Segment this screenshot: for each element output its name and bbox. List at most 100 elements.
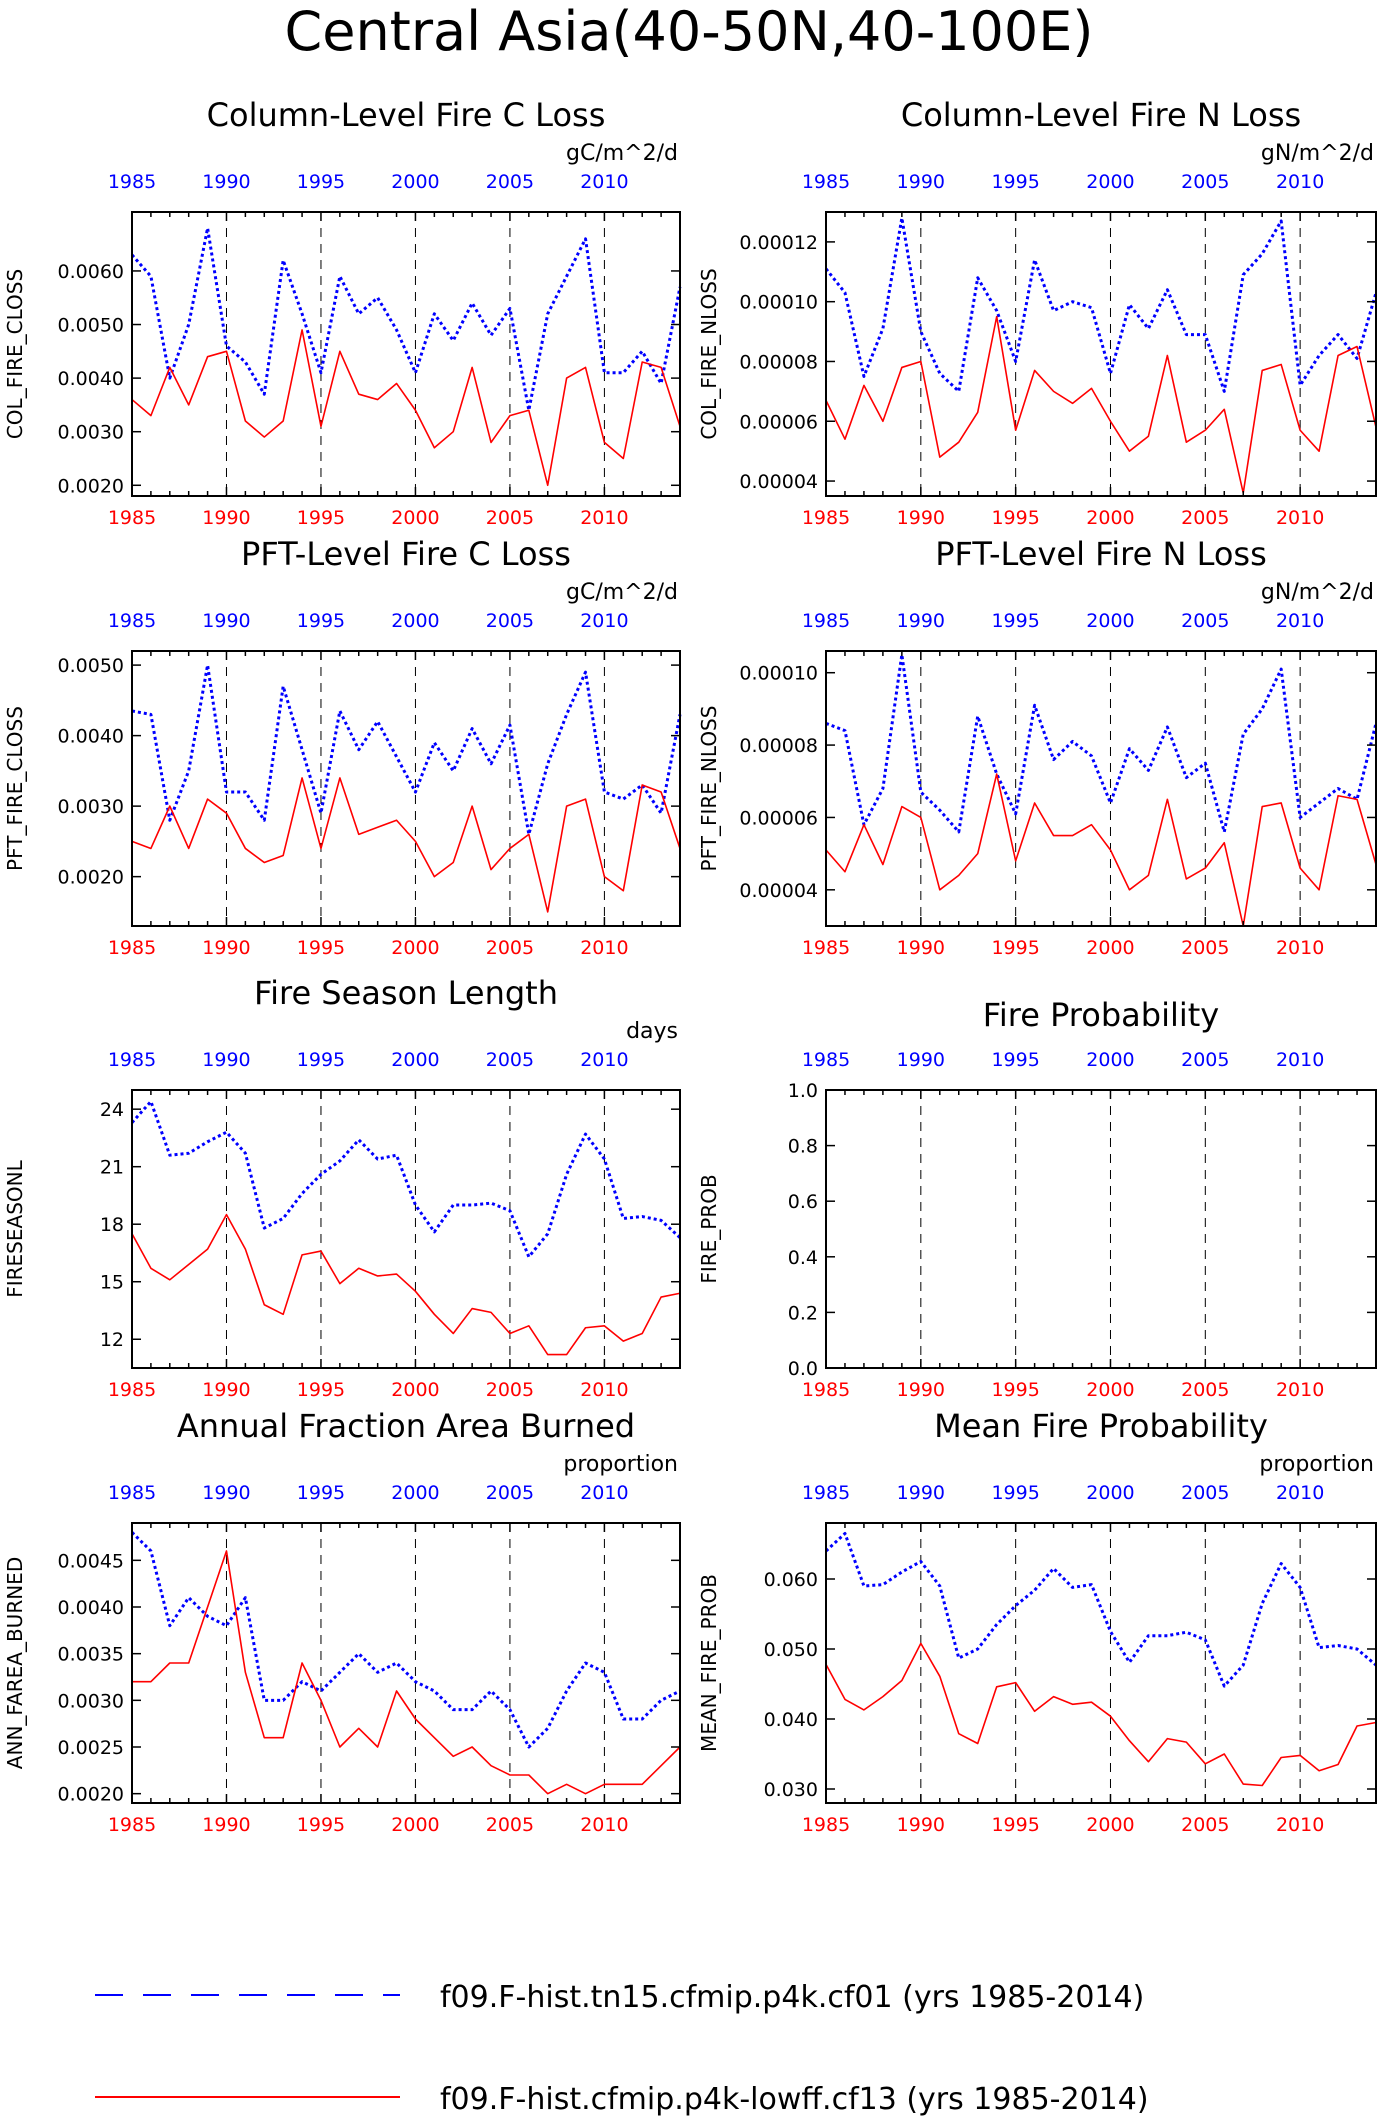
y-tick-label-0: 0.0020 [58,1784,124,1806]
x-tick-label-top-2005: 2005 [1181,1049,1229,1071]
y-tick-label-1: 15 [100,1272,124,1294]
y-tick-label-5: 0.0045 [58,1550,124,1572]
y-tick-label-1: 0.2 [788,1302,818,1324]
y-tick-label-1: 0.00006 [739,807,818,829]
x-tick-label-bottom-2000: 2000 [391,1379,439,1401]
x-tick-label-top-2010: 2010 [580,171,628,193]
case2-series-line [131,329,681,487]
x-tick-label-top-2005: 2005 [1181,1482,1229,1504]
y-tick-label-2: 0.050 [764,1639,818,1661]
x-tick-label-top-1995: 1995 [991,610,1039,632]
units-label: gC/m^2/d [566,141,678,166]
chart-panel-2: 1985 1985 1990 1990 1995 1995 2000 2000 2005 2005… [697,96,1378,529]
x-tick-label-top-2010: 2010 [580,1049,628,1071]
y-tick-label-0: 0.0020 [58,867,124,889]
x-tick-label-top-1990: 1990 [202,1482,250,1504]
y-tick-label-0: 0.0020 [58,475,124,497]
x-tick-label-top-2000: 2000 [1086,171,1134,193]
x-tick-label-bottom-2005: 2005 [486,937,534,959]
y-tick-label-1: 0.0030 [58,796,124,818]
x-tick-label-top-1990: 1990 [202,1049,250,1071]
x-tick-label-top-2005: 2005 [1181,610,1229,632]
x-tick-label-top-2010: 2010 [1276,610,1324,632]
case2-series-line [131,777,681,913]
x-tick-label-bottom-1995: 1995 [297,1379,345,1401]
x-tick-label-bottom-1990: 1990 [202,1814,250,1836]
chart-panel-6: 1985 1985 1990 1990 1995 1995 2000 2000 2005 2005… [697,996,1377,1401]
page-title: Central Asia(40-50N,40-100E) [285,0,1094,63]
x-tick-label-bottom-2005: 2005 [486,1379,534,1401]
units-label: gC/m^2/d [566,580,678,605]
case1-series-line [824,216,1378,393]
panels-group: 1985 1985 1990 1990 1995 1995 2000 2000 2005 2005… [3,96,1378,1836]
y-axis-label: FIRESEASONL [3,1159,27,1297]
x-tick-label-top-1995: 1995 [991,1049,1039,1071]
legend-label-case1: f09.F-hist.tn15.cfmip.p4k.cf01 (yrs 1985… [440,1980,1144,2015]
units-label: proportion [563,1452,678,1477]
y-tick-label-2: 0.00008 [739,351,818,373]
y-tick-label-3: 0.060 [764,1569,818,1591]
y-tick-label-0: 0.00004 [739,880,818,902]
x-tick-label-top-1990: 1990 [897,1049,945,1071]
x-tick-label-bottom-2000: 2000 [1086,1379,1134,1401]
x-tick-label-bottom-2010: 2010 [580,1814,628,1836]
y-tick-label-4: 0.00012 [739,232,818,254]
x-tick-label-top-2000: 2000 [1086,1482,1134,1504]
x-tick-label-bottom-2010: 2010 [1276,1814,1324,1836]
x-tick-label-bottom-2005: 2005 [1181,1814,1229,1836]
case2-series-line [825,315,1377,494]
y-tick-label-0: 0.00004 [739,471,818,493]
units-label: days [626,1019,678,1044]
x-tick-label-top-1990: 1990 [897,171,945,193]
x-tick-label-bottom-1990: 1990 [202,1379,250,1401]
chart-title: PFT-Level Fire C Loss [241,535,571,573]
x-tick-label-top-1995: 1995 [991,171,1039,193]
y-tick-label-3: 0.00010 [739,663,818,685]
x-tick-label-bottom-2000: 2000 [391,1814,439,1836]
x-tick-label-bottom-1995: 1995 [297,1814,345,1836]
y-tick-label-3: 0.0050 [58,655,124,677]
x-tick-label-bottom-2005: 2005 [1181,937,1229,959]
y-tick-label-5: 1.0 [788,1080,818,1102]
x-tick-label-bottom-2000: 2000 [1086,1814,1134,1836]
chart-title: Fire Season Length [254,974,558,1012]
y-axis-label: MEAN_FIRE_PROB [697,1574,721,1752]
x-tick-label-bottom-1995: 1995 [991,507,1039,529]
x-tick-label-top-2010: 2010 [1276,1482,1324,1504]
case1-series-line [130,1531,681,1749]
x-tick-label-top-2010: 2010 [1276,1049,1324,1071]
x-tick-label-bottom-2010: 2010 [580,507,628,529]
x-tick-label-top-2010: 2010 [1276,171,1324,193]
x-tick-label-bottom-2000: 2000 [391,507,439,529]
legend: f09.F-hist.tn15.cfmip.p4k.cf01 (yrs 1985… [95,1980,1149,2117]
y-axis-label: PFT_FIRE_NLOSS [697,706,721,872]
units-label: proportion [1259,1452,1374,1477]
y-tick-label-0: 0.0 [788,1358,818,1380]
y-axis-label: ANN_FAREA_BURNED [3,1557,27,1769]
x-tick-label-bottom-1995: 1995 [991,937,1039,959]
y-tick-label-2: 18 [100,1214,124,1236]
x-tick-label-top-1985: 1985 [802,171,850,193]
x-tick-label-bottom-1990: 1990 [897,1379,945,1401]
chart-panel-3: 1985 1985 1990 1990 1995 1995 2000 2000 2005 2005… [3,535,682,959]
plot-frame [131,1089,681,1369]
chart-title: Mean Fire Probability [934,1407,1268,1445]
x-tick-label-bottom-2010: 2010 [580,1379,628,1401]
x-tick-label-bottom-1985: 1985 [108,937,156,959]
x-tick-label-top-2005: 2005 [1181,171,1229,193]
x-tick-label-top-1985: 1985 [802,1482,850,1504]
x-tick-label-top-2000: 2000 [391,1049,439,1071]
plot-frame [825,211,1377,497]
y-tick-label-3: 0.6 [788,1191,818,1213]
x-tick-label-top-2010: 2010 [580,610,628,632]
x-tick-label-top-2005: 2005 [486,171,534,193]
x-tick-label-bottom-1985: 1985 [108,1379,156,1401]
y-tick-label-0: 12 [100,1329,124,1351]
y-tick-label-2: 0.00008 [739,735,818,757]
chart-title: Column-Level Fire C Loss [207,96,606,134]
x-tick-label-bottom-1985: 1985 [802,507,850,529]
y-tick-label-4: 24 [100,1099,124,1121]
x-tick-label-bottom-1985: 1985 [108,1814,156,1836]
x-tick-label-bottom-1985: 1985 [108,507,156,529]
y-axis-label: COL_FIRE_NLOSS [697,268,721,439]
